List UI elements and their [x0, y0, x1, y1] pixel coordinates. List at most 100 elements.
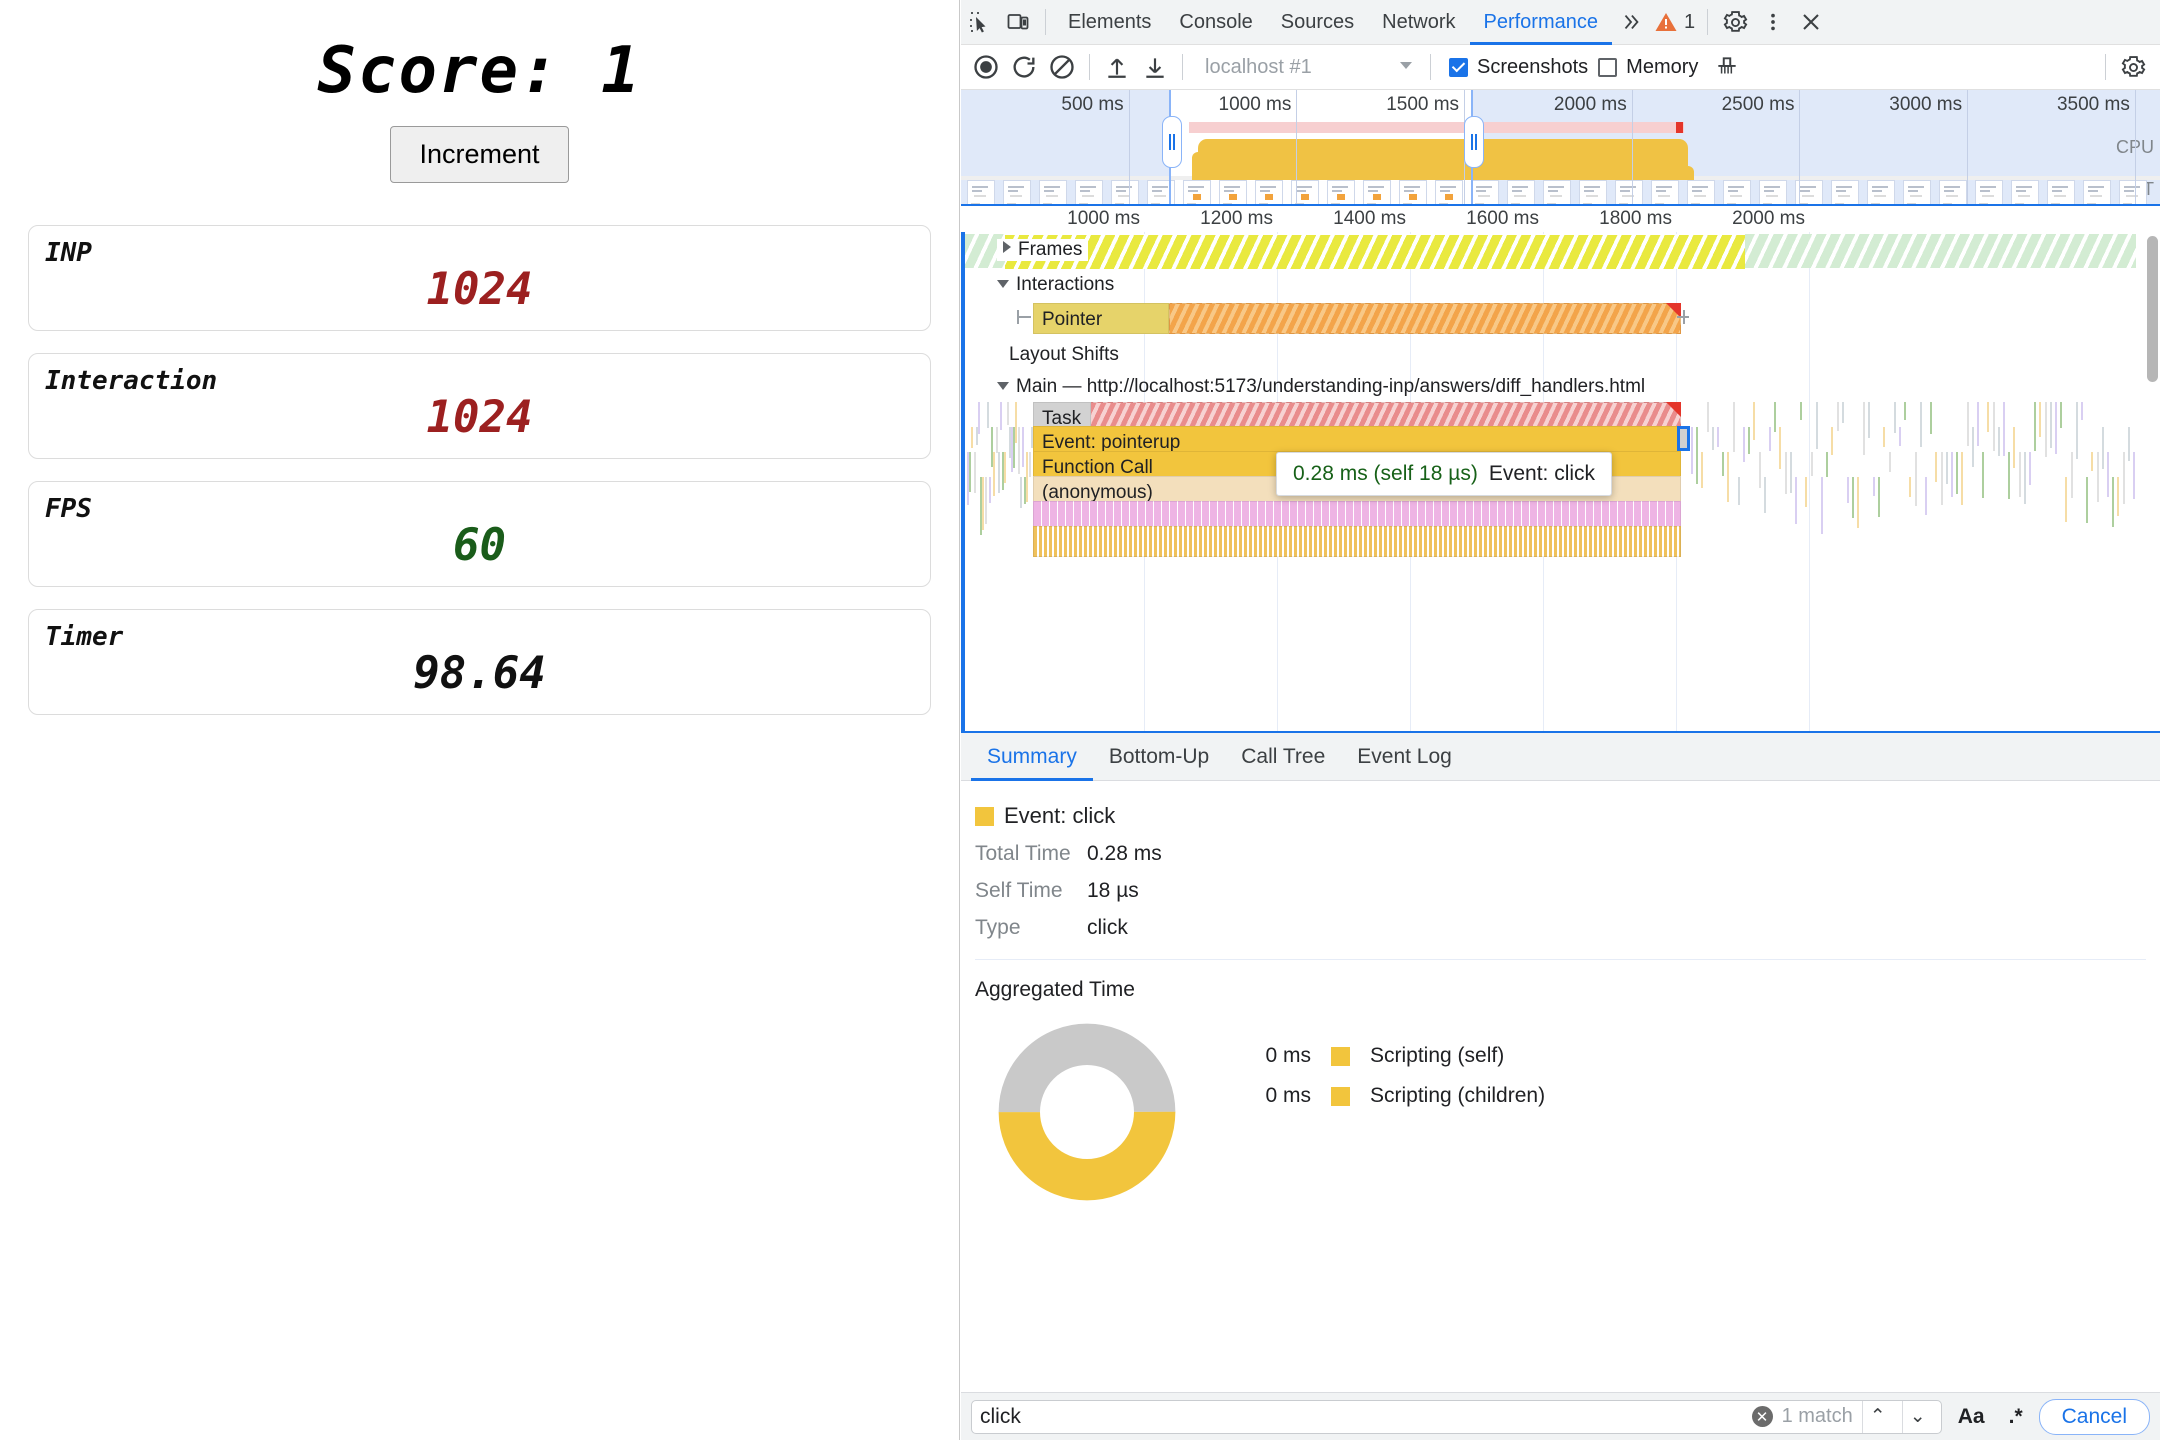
capture-settings-gear-icon[interactable] [2114, 48, 2152, 86]
flame-micro-event [1894, 402, 1896, 433]
flame-bar-event-click-selected[interactable] [1677, 426, 1690, 451]
screenshots-checkbox[interactable]: Screenshots [1449, 56, 1588, 79]
track-layout-shifts[interactable]: Layout Shifts [961, 342, 2160, 370]
flame-micro-event [1826, 452, 1828, 477]
overview-tick: 1000 ms [1219, 94, 1297, 116]
filmstrip-thumbnail[interactable] [1579, 180, 1607, 206]
kebab-menu-icon[interactable] [1754, 3, 1792, 41]
filmstrip-thumbnail[interactable] [1327, 180, 1355, 206]
chevron-down-icon[interactable]: ⌄ [1902, 1401, 1933, 1433]
device-toolbar-icon[interactable] [999, 3, 1037, 41]
detail-tab-summary[interactable]: Summary [971, 733, 1093, 781]
tab-performance[interactable]: Performance [1470, 0, 1613, 45]
filmstrip-thumbnail[interactable] [1219, 180, 1247, 206]
tab-sources[interactable]: Sources [1267, 0, 1368, 45]
filmstrip-thumbnail[interactable] [1363, 180, 1391, 206]
filmstrip-thumbnail[interactable] [1903, 180, 1931, 206]
track-pointer[interactable]: Pointer [961, 302, 2160, 336]
search-input[interactable]: click ✕ 1 match ⌃ ⌄ [971, 1400, 1942, 1434]
filmstrip-thumbnail[interactable] [1507, 180, 1535, 206]
increment-button[interactable]: Increment [390, 126, 568, 183]
pointer-bar-hatched[interactable] [1169, 303, 1681, 334]
upload-profile-icon[interactable] [1098, 48, 1136, 86]
regex-button[interactable]: .* [2001, 1405, 2031, 1429]
overview-right-handle[interactable] [1464, 116, 1484, 168]
filmstrip-thumbnail[interactable] [967, 180, 995, 206]
search-match-count: 1 match [1782, 1405, 1853, 1428]
pointer-bar-label[interactable]: Pointer [1033, 303, 1169, 334]
warning-indicator[interactable]: 1 [1650, 10, 1699, 34]
clear-input-icon[interactable]: ✕ [1752, 1406, 1773, 1427]
close-icon[interactable] [1792, 3, 1830, 41]
collect-garbage-icon[interactable] [1708, 48, 1746, 86]
chevron-right-icon[interactable] [1003, 241, 1011, 253]
download-profile-icon[interactable] [1136, 48, 1174, 86]
tab-network[interactable]: Network [1368, 0, 1469, 45]
filmstrip-thumbnail[interactable] [1543, 180, 1571, 206]
flame-micro-event [989, 477, 991, 503]
flame-micro-event [1800, 402, 1802, 420]
tab-console[interactable]: Console [1165, 0, 1266, 45]
overview-left-handle[interactable] [1162, 116, 1182, 168]
clear-recording-icon[interactable] [1043, 48, 1081, 86]
timeline-overview[interactable]: 500 ms 1000 ms 1500 ms 2000 ms 2500 ms 3000 m… [961, 90, 2160, 206]
filmstrip-thumbnail[interactable] [1759, 180, 1787, 206]
match-case-button[interactable]: Aa [1950, 1405, 1993, 1429]
inspect-element-icon[interactable] [961, 3, 999, 41]
filmstrip-thumbnail[interactable] [1615, 180, 1643, 206]
increment-button-wrapper: Increment [0, 126, 959, 183]
filmstrip-thumbnail[interactable] [1651, 180, 1679, 206]
filmstrip-thumbnail[interactable] [1723, 180, 1751, 206]
flame-tick: 2000 ms [1732, 208, 1809, 230]
chevron-down-icon[interactable] [997, 382, 1009, 390]
overview-tick: 3000 ms [1889, 94, 1967, 116]
detail-tab-call-tree[interactable]: Call Tree [1225, 733, 1341, 781]
overview-tick: 3500 ms [2057, 94, 2135, 116]
flame-chart[interactable]: 1000 ms 1200 ms 1400 ms 1600 ms 1800 ms 2000 … [961, 206, 2160, 733]
filmstrip-thumbnail[interactable] [1255, 180, 1283, 206]
flame-bar-striped-row[interactable] [1033, 526, 1681, 557]
flame-tick: 1000 ms [1067, 208, 1144, 230]
chevron-up-icon[interactable]: ⌃ [1862, 1401, 1893, 1433]
filmstrip-thumbnail[interactable] [1003, 180, 1031, 206]
flame-micro-event [1748, 427, 1750, 454]
filmstrip-thumbnail[interactable] [1075, 180, 1103, 206]
filmstrip-thumbnail[interactable] [1111, 180, 1139, 206]
filmstrip-thumbnail[interactable] [2011, 180, 2039, 206]
profile-select[interactable]: localhost #1 [1197, 52, 1422, 82]
filmstrip-thumbnail[interactable] [1975, 180, 2003, 206]
filmstrip-thumbnail[interactable] [2047, 180, 2075, 206]
flame-micro-event [1738, 477, 1740, 505]
track-main[interactable]: Main — http://localhost:5173/understandi… [961, 374, 2160, 402]
filmstrip-thumbnail[interactable] [1939, 180, 1967, 206]
flame-scrollbar[interactable] [2147, 236, 2158, 382]
detail-tab-bottom-up[interactable]: Bottom-Up [1093, 733, 1225, 781]
record-circle-icon[interactable] [967, 48, 1005, 86]
cancel-button[interactable]: Cancel [2039, 1399, 2150, 1435]
flame-micro-event [1982, 452, 1984, 498]
overview-filmstrip[interactable] [961, 178, 2160, 206]
reload-record-icon[interactable] [1005, 48, 1043, 86]
legend-name: Scripting (children) [1370, 1084, 1545, 1108]
gear-icon[interactable] [1716, 3, 1754, 41]
filmstrip-thumbnail[interactable] [1687, 180, 1715, 206]
filmstrip-thumbnail[interactable] [1435, 180, 1463, 206]
flame-micro-event [1701, 452, 1703, 488]
filmstrip-thumbnail[interactable] [1039, 180, 1067, 206]
filmstrip-thumbnail[interactable] [1471, 180, 1499, 206]
filmstrip-thumbnail[interactable] [1291, 180, 1319, 206]
filmstrip-thumbnail[interactable] [1183, 180, 1211, 206]
track-interactions[interactable]: Interactions [961, 272, 2160, 300]
tab-elements[interactable]: Elements [1054, 0, 1165, 45]
detail-tab-event-log[interactable]: Event Log [1341, 733, 1468, 781]
filmstrip-thumbnail[interactable] [1831, 180, 1859, 206]
memory-checkbox[interactable]: Memory [1598, 56, 1698, 79]
chevron-down-icon[interactable] [997, 280, 1009, 288]
filmstrip-thumbnail[interactable] [2119, 180, 2147, 206]
filmstrip-thumbnail[interactable] [2083, 180, 2111, 206]
track-frames[interactable]: Frames [961, 232, 2160, 268]
metric-card: INP 1024 [28, 225, 931, 331]
filmstrip-thumbnail[interactable] [1399, 180, 1427, 206]
chevron-double-right-icon[interactable] [1612, 3, 1650, 41]
filmstrip-thumbnail[interactable] [1867, 180, 1895, 206]
